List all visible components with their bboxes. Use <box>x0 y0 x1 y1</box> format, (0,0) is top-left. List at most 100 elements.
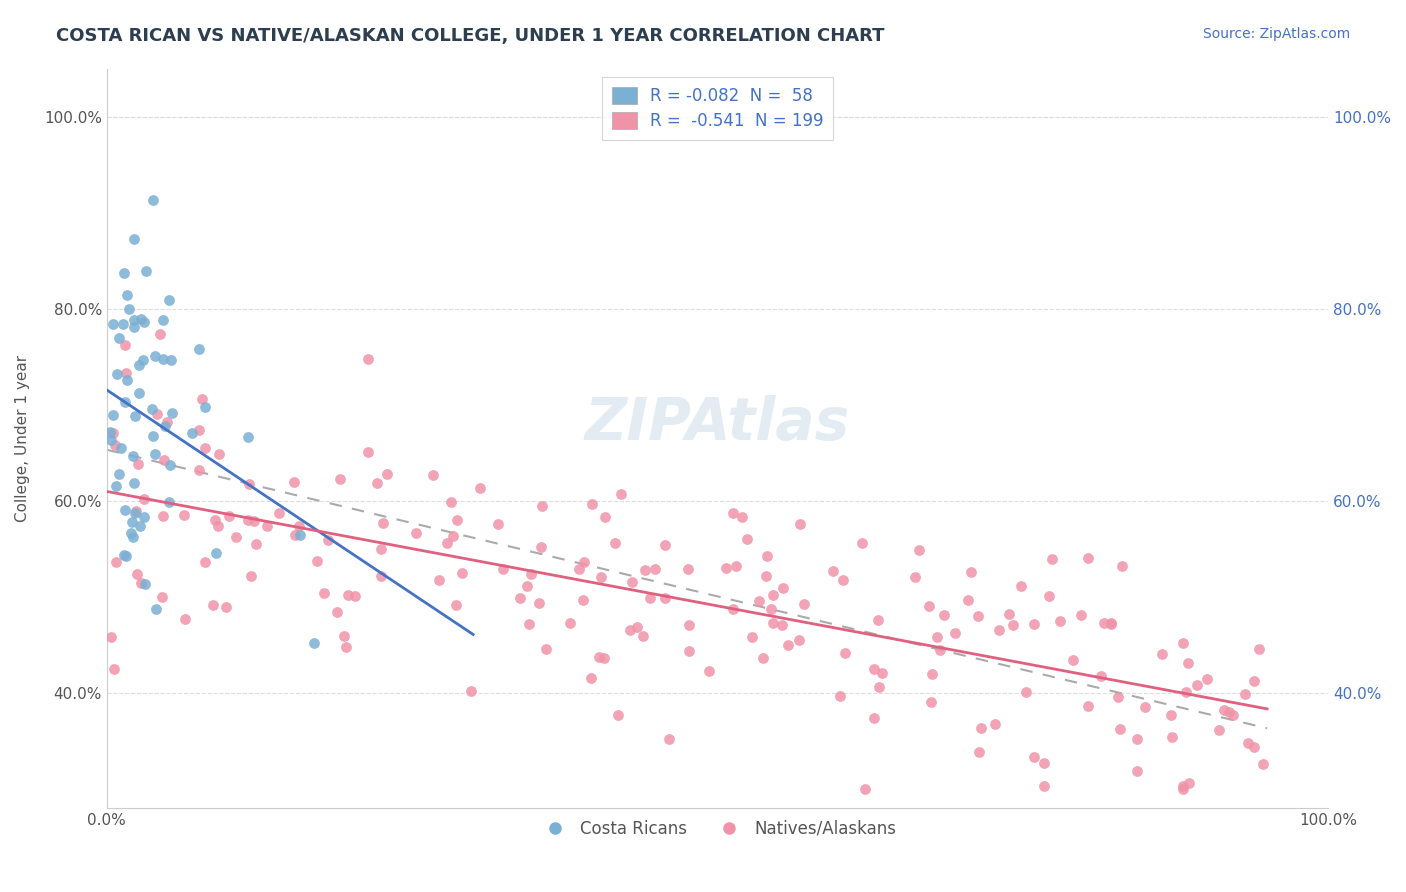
Point <box>131 353 153 368</box>
Point <box>441 529 464 543</box>
Point <box>761 615 783 630</box>
Point <box>1077 699 1099 714</box>
Point <box>112 317 135 331</box>
Point <box>1010 579 1032 593</box>
Point <box>960 565 983 579</box>
Point <box>318 533 340 548</box>
Point <box>1022 749 1045 764</box>
Point <box>436 536 458 550</box>
Point <box>160 406 183 420</box>
Point <box>1001 617 1024 632</box>
Point <box>1062 653 1084 667</box>
Point <box>152 509 174 524</box>
Point <box>366 475 388 490</box>
Point <box>468 482 491 496</box>
Point <box>152 352 174 367</box>
Point <box>159 353 181 368</box>
Point <box>644 562 666 576</box>
Point <box>188 342 211 356</box>
Point <box>741 630 763 644</box>
Point <box>762 588 785 602</box>
Point <box>921 667 943 681</box>
Point <box>422 467 444 482</box>
Point <box>531 499 554 513</box>
Point <box>194 555 217 569</box>
Point <box>100 433 122 447</box>
Point <box>145 349 167 363</box>
Point <box>134 576 156 591</box>
Point <box>207 518 229 533</box>
Point <box>756 549 779 564</box>
Point <box>124 475 146 490</box>
Point <box>238 477 260 491</box>
Point <box>108 331 131 345</box>
Point <box>988 624 1011 638</box>
Point <box>966 608 988 623</box>
Point <box>302 636 325 650</box>
Point <box>104 555 127 569</box>
Point <box>243 514 266 528</box>
Point <box>142 193 165 207</box>
Point <box>588 649 610 664</box>
Point <box>678 644 700 658</box>
Point <box>150 591 173 605</box>
Point <box>98 425 121 440</box>
Point <box>956 592 979 607</box>
Point <box>654 538 676 552</box>
Point <box>205 546 228 560</box>
Point <box>122 530 145 544</box>
Point <box>225 530 247 544</box>
Y-axis label: College, Under 1 year: College, Under 1 year <box>15 355 30 522</box>
Point <box>157 495 180 509</box>
Point <box>335 640 357 655</box>
Point <box>574 555 596 569</box>
Text: ZIPAtlas: ZIPAtlas <box>585 395 851 452</box>
Point <box>121 515 143 529</box>
Point <box>872 666 894 681</box>
Point <box>1243 674 1265 689</box>
Point <box>716 561 738 575</box>
Point <box>1208 723 1230 737</box>
Point <box>520 566 543 581</box>
Point <box>283 475 305 489</box>
Point <box>215 600 238 615</box>
Point <box>451 566 474 581</box>
Point <box>122 319 145 334</box>
Point <box>1247 642 1270 657</box>
Point <box>375 467 398 481</box>
Point <box>337 588 360 602</box>
Point <box>326 605 349 619</box>
Point <box>127 566 149 581</box>
Point <box>103 425 125 440</box>
Point <box>370 569 392 583</box>
Point <box>146 407 169 421</box>
Point <box>1108 723 1130 737</box>
Point <box>122 449 145 463</box>
Point <box>174 611 197 625</box>
Point <box>907 542 929 557</box>
Point <box>124 506 146 520</box>
Point <box>236 430 259 444</box>
Point <box>759 601 782 615</box>
Point <box>1125 764 1147 778</box>
Point <box>105 479 128 493</box>
Point <box>1171 779 1194 793</box>
Point <box>932 607 955 622</box>
Point <box>190 392 212 407</box>
Point <box>187 463 209 477</box>
Point <box>619 624 641 638</box>
Point <box>135 264 157 278</box>
Point <box>405 526 427 541</box>
Point <box>725 558 748 573</box>
Point <box>1174 685 1197 699</box>
Point <box>444 598 467 612</box>
Point <box>446 513 468 527</box>
Point <box>1090 669 1112 683</box>
Point <box>105 367 128 381</box>
Point <box>517 617 540 632</box>
Point <box>486 516 509 531</box>
Point <box>112 266 135 280</box>
Point <box>1038 589 1060 603</box>
Point <box>1251 756 1274 771</box>
Point <box>634 563 657 577</box>
